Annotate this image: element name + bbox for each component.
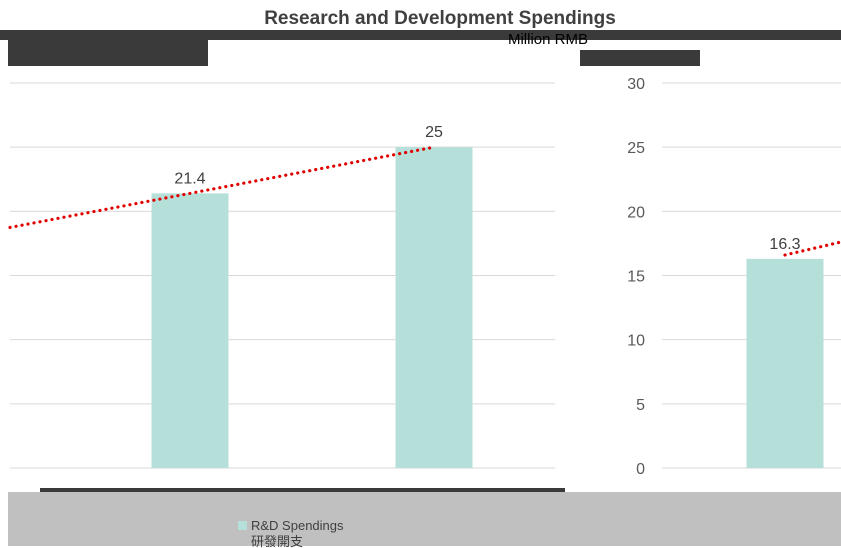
y-tick-label-3: 15 (627, 269, 645, 286)
unit-label: Million RMB (508, 31, 588, 48)
y-tick-label-1: 5 (636, 397, 645, 414)
trendline-right (783, 240, 841, 257)
header-redaction-band-left (8, 40, 208, 66)
chart-right: 0 5 10 15 20 25 30 16.3 (627, 76, 841, 478)
y-tick-label-5: 25 (627, 140, 645, 157)
legend-label: R&D Spendings (251, 518, 344, 533)
chart-title: Research and Development Spendings (264, 8, 616, 29)
chart-left: 21.4 25 (8, 82, 565, 492)
legend-band (8, 492, 841, 546)
legend-swatch (238, 521, 247, 530)
bar-2019 (746, 258, 824, 468)
data-label-2020: 21.4 (174, 170, 205, 187)
category-label-band (40, 488, 565, 492)
header-redaction-band (0, 30, 841, 40)
bar-2020 (151, 193, 229, 468)
trendline-left (8, 145, 436, 230)
y-tick-label-6: 30 (627, 76, 645, 93)
bar-2021 (395, 147, 473, 468)
data-label-2021: 25 (425, 124, 443, 141)
y-tick-label-2: 10 (627, 333, 645, 350)
y-tick-label-0: 0 (636, 461, 645, 478)
y-tick-label-4: 20 (627, 204, 645, 221)
data-label-2019: 16.3 (769, 236, 800, 253)
header-redaction-band-right (580, 50, 700, 66)
legend-label-cn: 研發開支 (251, 534, 303, 548)
